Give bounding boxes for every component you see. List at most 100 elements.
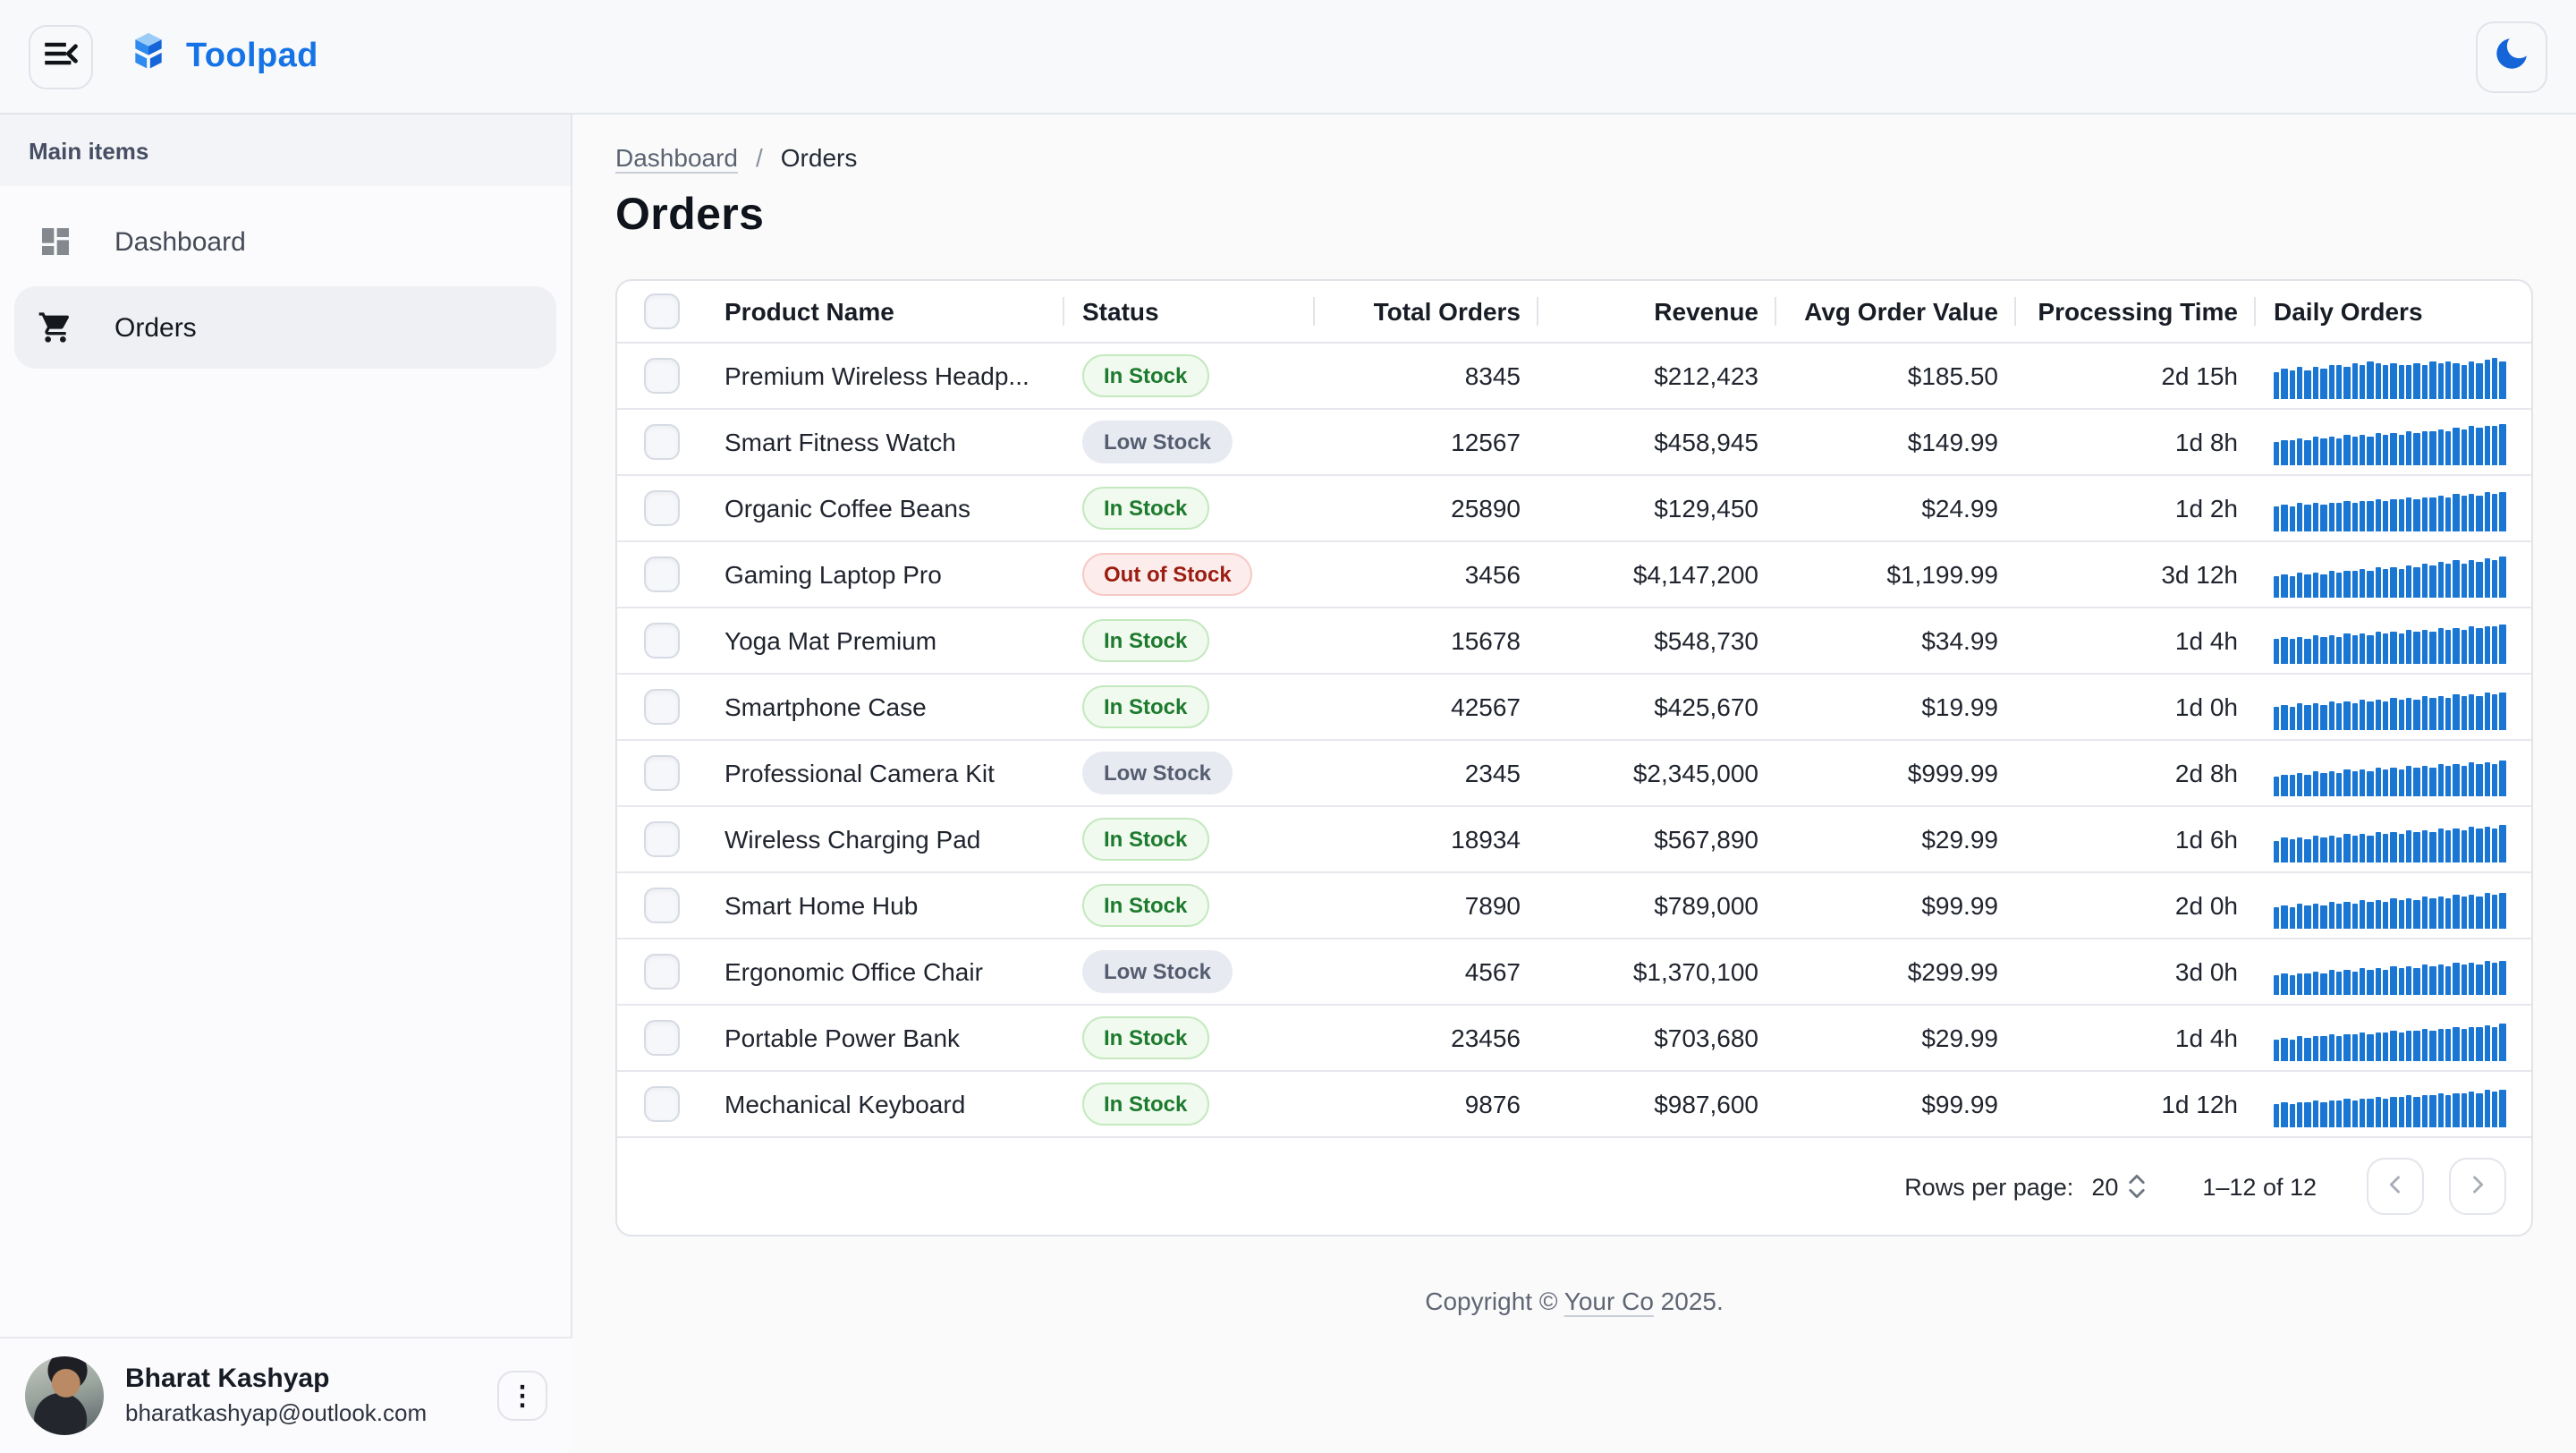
table-row[interactable]: Smart Fitness Watch Low Stock 12567 $458,94…	[617, 410, 2531, 476]
row-checkbox[interactable]	[644, 358, 680, 394]
row-checkbox[interactable]	[644, 557, 680, 592]
column-header-avg-order-value[interactable]: Avg Order Value	[1776, 297, 2016, 326]
cell-total-orders: 42567	[1451, 693, 1521, 721]
cell-processing-time: 3d 0h	[2174, 957, 2238, 986]
sidebar-section-header: Main items	[0, 115, 571, 186]
cell-daily-orders	[2256, 684, 2531, 730]
cell-revenue: $987,600	[1654, 1090, 1758, 1118]
cell-daily-orders	[2256, 816, 2531, 862]
column-header-daily-orders[interactable]: Daily Orders	[2274, 297, 2423, 326]
dark-mode-moon-icon	[2492, 34, 2531, 79]
row-checkbox[interactable]	[644, 424, 680, 460]
cell-revenue: $2,345,000	[1632, 759, 1758, 787]
next-page-button[interactable]	[2449, 1158, 2506, 1215]
row-checkbox[interactable]	[644, 821, 680, 857]
cell-status: In Stock	[1064, 685, 1315, 728]
chevron-left-icon	[2383, 1171, 2408, 1202]
cell-total-orders: 3456	[1464, 560, 1521, 589]
row-checkbox[interactable]	[644, 490, 680, 526]
cell-total-orders: 2345	[1464, 759, 1521, 787]
cell-daily-orders	[2256, 419, 2531, 465]
menu-collapse-icon	[41, 34, 80, 79]
row-checkbox[interactable]	[644, 888, 680, 923]
sidebar: Main items Dashboard Orders	[0, 115, 572, 1453]
cell-processing-time: 2d 0h	[2174, 891, 2238, 920]
previous-page-button[interactable]	[2367, 1158, 2424, 1215]
cell-processing-time: 1d 4h	[2174, 626, 2238, 655]
column-header-total-orders[interactable]: Total Orders	[1315, 297, 1538, 326]
cell-processing-time: 2d 15h	[2161, 361, 2238, 390]
cell-avg-order-value: $149.99	[1907, 428, 1998, 456]
cell-revenue: $567,890	[1654, 825, 1758, 854]
cell-daily-orders	[2256, 353, 2531, 399]
cell-processing-time: 1d 4h	[2174, 1024, 2238, 1052]
table-row[interactable]: Premium Wireless Headp... In Stock 8345 $21…	[617, 344, 2531, 410]
sidebar-item-dashboard[interactable]: Dashboard	[14, 200, 556, 283]
cell-daily-orders	[2256, 485, 2531, 531]
sidebar-item-orders[interactable]: Orders	[14, 286, 556, 369]
cell-status: In Stock	[1064, 619, 1315, 662]
cell-total-orders: 15678	[1451, 626, 1521, 655]
breadcrumb-dashboard-link[interactable]: Dashboard	[615, 143, 738, 172]
user-email: bharatkashyap@outlook.com	[125, 1399, 428, 1427]
row-checkbox[interactable]	[644, 689, 680, 725]
cell-status: In Stock	[1064, 1083, 1315, 1126]
user-menu-button[interactable]: ⋮	[497, 1371, 547, 1421]
row-checkbox[interactable]	[644, 623, 680, 659]
cell-processing-time: 1d 0h	[2174, 693, 2238, 721]
status-badge: In Stock	[1082, 1016, 1209, 1059]
cell-total-orders: 7890	[1464, 891, 1521, 920]
table-row[interactable]: Portable Power Bank In Stock 23456 $703,680…	[617, 1006, 2531, 1072]
app-title[interactable]: Toolpad	[186, 37, 318, 74]
row-checkbox-cell	[617, 954, 707, 990]
status-badge: In Stock	[1082, 354, 1209, 397]
cell-status: Low Stock	[1064, 752, 1315, 794]
cell-processing-time: 2d 8h	[2174, 759, 2238, 787]
table-row[interactable]: Organic Coffee Beans In Stock 25890 $129,45…	[617, 476, 2531, 542]
table-row[interactable]: Smart Home Hub In Stock 7890 $789,000 $99.99…	[617, 873, 2531, 939]
user-info: Bharat Kashyap bharatkashyap@outlook.com	[125, 1362, 427, 1430]
cell-total-orders: 18934	[1451, 825, 1521, 854]
cell-processing-time: 1d 8h	[2174, 428, 2238, 456]
status-badge: Low Stock	[1082, 950, 1233, 993]
table-row[interactable]: Ergonomic Office Chair Low Stock 4567 $1,37…	[617, 939, 2531, 1006]
theme-toggle-button[interactable]	[2476, 21, 2547, 92]
cell-status: Low Stock	[1064, 950, 1315, 993]
column-header-status[interactable]: Status	[1064, 297, 1315, 326]
rows-per-page-select[interactable]: 20	[2091, 1173, 2146, 1200]
table-row[interactable]: Wireless Charging Pad In Stock 18934 $567,8…	[617, 807, 2531, 873]
table-row[interactable]: Professional Camera Kit Low Stock 2345 $2,3…	[617, 741, 2531, 807]
table-row[interactable]: Mechanical Keyboard In Stock 9876 $987,600 $…	[617, 1072, 2531, 1136]
table-pagination: Rows per page: 20 1–12 of 12	[617, 1136, 2531, 1235]
table-row[interactable]: Smartphone Case In Stock 42567 $425,670 $19.…	[617, 675, 2531, 741]
cell-status: Low Stock	[1064, 421, 1315, 463]
cell-product-name: Gaming Laptop Pro	[724, 560, 942, 589]
table-row[interactable]: Gaming Laptop Pro Out of Stock 3456 $4,147,…	[617, 542, 2531, 608]
collapse-menu-button[interactable]	[29, 24, 93, 89]
cell-avg-order-value: $34.99	[1921, 626, 1998, 655]
row-checkbox-cell	[617, 1020, 707, 1056]
row-checkbox[interactable]	[644, 954, 680, 990]
footer-company-link[interactable]: Your Co	[1563, 1287, 1654, 1315]
cell-status: In Stock	[1064, 1016, 1315, 1059]
column-header-processing-time[interactable]: Processing Time	[2016, 297, 2256, 326]
cell-daily-orders	[2256, 882, 2531, 929]
cell-avg-order-value: $29.99	[1921, 825, 1998, 854]
column-header-product-name[interactable]: Product Name	[707, 297, 1064, 326]
cell-product-name: Yoga Mat Premium	[724, 626, 937, 655]
column-header-revenue[interactable]: Revenue	[1538, 297, 1776, 326]
select-all-checkbox[interactable]	[644, 293, 680, 329]
app-header: Toolpad	[0, 0, 2576, 115]
daily-orders-sparkline	[2274, 948, 2506, 995]
row-checkbox[interactable]	[644, 1086, 680, 1122]
cell-status: In Stock	[1064, 818, 1315, 861]
row-checkbox[interactable]	[644, 755, 680, 791]
toolpad-logo-icon	[129, 30, 168, 82]
breadcrumb: Dashboard / Orders	[615, 143, 2533, 172]
cell-status: In Stock	[1064, 487, 1315, 530]
breadcrumb-current: Orders	[780, 143, 858, 172]
row-checkbox[interactable]	[644, 1020, 680, 1056]
footer-prefix: Copyright ©	[1425, 1287, 1564, 1315]
table-row[interactable]: Yoga Mat Premium In Stock 15678 $548,730 $34…	[617, 608, 2531, 675]
cell-status: In Stock	[1064, 884, 1315, 927]
